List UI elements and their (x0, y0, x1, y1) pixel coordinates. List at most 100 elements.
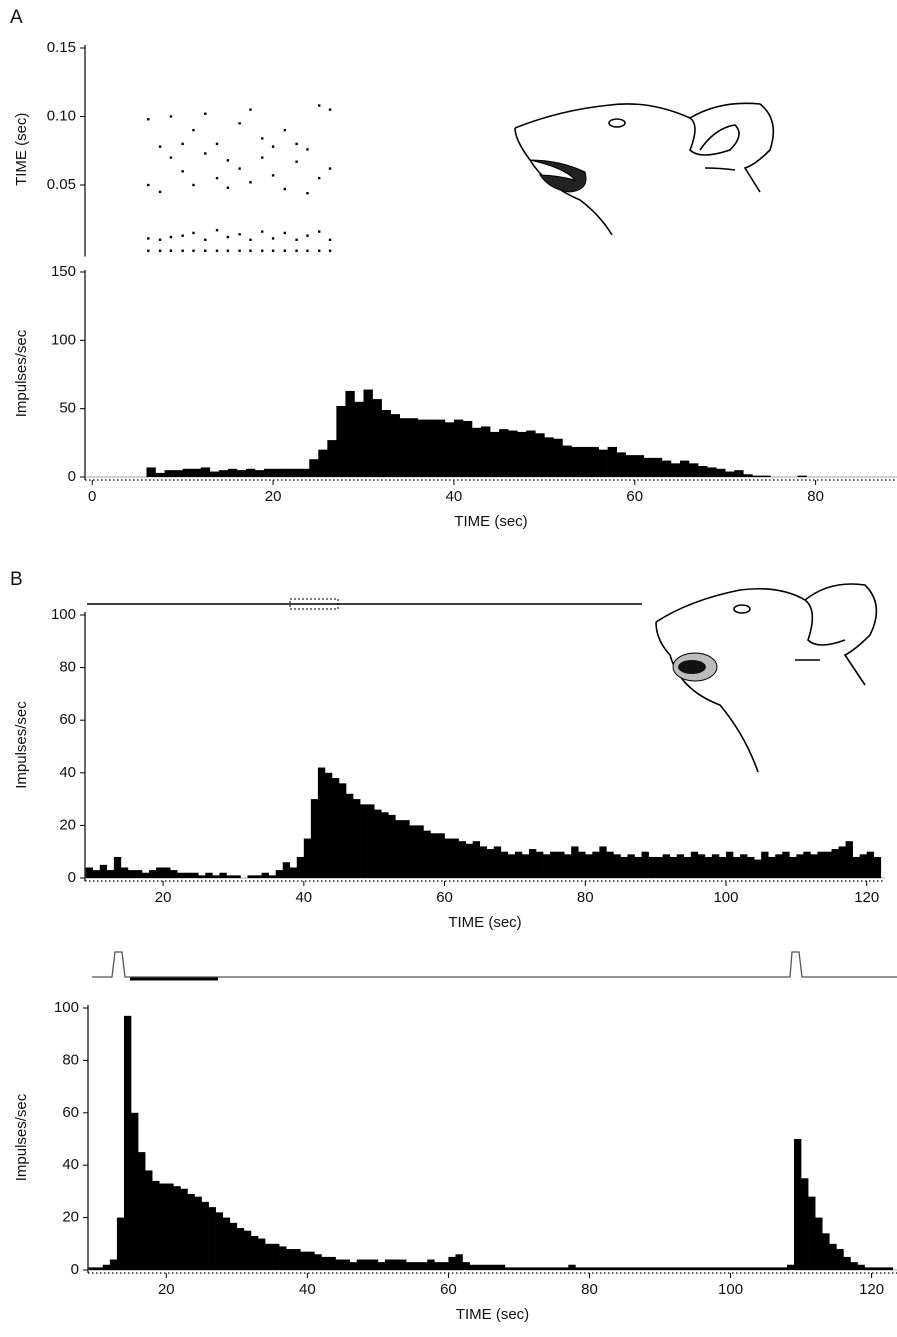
spike-dot (295, 249, 298, 252)
histogram-bar (796, 854, 804, 878)
histogram-bar (561, 1267, 569, 1270)
spike-dot (261, 137, 264, 140)
spike-dot (317, 104, 321, 107)
histogram-bar (528, 849, 537, 878)
histogram-bar (698, 466, 708, 477)
x-tick-label: 40 (446, 488, 463, 505)
histogram-bar (688, 1267, 696, 1270)
histogram-bar (272, 1243, 280, 1270)
histogram-bar (836, 1249, 844, 1270)
x-tick-label: 120 (854, 889, 879, 906)
histogram-bar (674, 1267, 682, 1270)
histogram-bar (564, 854, 572, 878)
histogram-bar (752, 475, 762, 477)
rat-drawing (655, 583, 878, 773)
spike-dot (295, 160, 298, 163)
histogram-bar (801, 1178, 809, 1270)
histogram-bar (775, 854, 783, 878)
histogram-bar (740, 854, 748, 878)
x-tick-label: 120 (859, 1281, 884, 1298)
x-tick-label: 100 (718, 1281, 743, 1298)
histogram-bar (648, 856, 656, 878)
histogram-bar (815, 1217, 823, 1270)
y-tick-label: 20 (62, 1209, 79, 1226)
spike-dot (306, 249, 309, 252)
histogram-bar (859, 854, 868, 878)
histogram-bar (374, 809, 382, 878)
histogram-bar (878, 1267, 887, 1270)
histogram-bar (381, 812, 389, 878)
spike-dot (249, 238, 252, 241)
histogram-bar (209, 471, 220, 477)
histogram-bar (367, 804, 375, 878)
histogram-bar (797, 475, 807, 477)
histogram-bar (451, 838, 459, 878)
histogram-bar (149, 870, 157, 878)
histogram-bar (625, 455, 636, 477)
histogram-bar (557, 851, 565, 878)
y-tick-label: 0.15 (47, 39, 76, 56)
histogram-bar (634, 856, 642, 878)
histogram-bar (761, 851, 769, 878)
histogram-bar (417, 419, 428, 477)
histogram-bar (718, 856, 727, 878)
histogram-bar (864, 1267, 872, 1270)
spike-dot (169, 156, 173, 159)
spike-dot (215, 176, 219, 180)
histogram-bar (261, 872, 269, 878)
y-axis-label: Impulses/sec (13, 1093, 30, 1181)
histogram-bar (92, 870, 101, 878)
histogram-bar (360, 804, 368, 878)
spike-dot (147, 118, 150, 121)
x-tick-label: 80 (577, 889, 594, 906)
y-tick-label: 100 (51, 606, 76, 623)
histogram-bar (116, 1217, 125, 1270)
spike-dot (238, 122, 241, 125)
y-tick-label: 0 (68, 468, 76, 485)
histogram-bar (173, 1186, 181, 1270)
histogram-bar (166, 1183, 174, 1270)
spike-dot (158, 249, 162, 252)
histogram-bar (808, 1196, 816, 1270)
histogram-bar (99, 864, 108, 878)
histogram-bar (413, 1262, 421, 1270)
x-axis-label: TIME (sec) (454, 513, 527, 530)
histogram-bar (689, 463, 699, 477)
spike-dot (295, 142, 298, 146)
histogram-bar (257, 1238, 266, 1270)
histogram-bar (208, 1207, 216, 1270)
histogram-bar (652, 1267, 661, 1270)
histogram-bar (328, 1256, 336, 1270)
histogram-bar (490, 1264, 499, 1270)
histogram-bar (507, 854, 516, 878)
histogram-bar (843, 1256, 851, 1270)
histogram-bar (514, 851, 523, 878)
histogram-bar (592, 851, 600, 878)
histogram-bar (483, 1264, 492, 1270)
histogram-bar (754, 859, 762, 878)
histogram-bar (493, 846, 502, 878)
histogram-bar (318, 449, 328, 477)
x-tick-label: 60 (626, 488, 643, 505)
histogram-bar (218, 470, 229, 477)
histogram-bar (363, 389, 373, 477)
histogram-bar (613, 854, 621, 878)
histogram-bar (462, 420, 473, 477)
histogram-bar (156, 867, 164, 878)
spike-dot (283, 231, 287, 235)
histogram-bar (526, 430, 536, 477)
histogram-bar (264, 468, 274, 477)
histogram-bar (697, 854, 706, 878)
histogram-bar (423, 830, 431, 878)
spike-dot (181, 234, 184, 237)
histogram-bar (838, 846, 846, 878)
histogram-bar (310, 799, 319, 878)
histogram-bar (131, 1112, 139, 1270)
y-tick-label: 0 (71, 1261, 79, 1278)
histogram-bar (435, 419, 446, 477)
histogram-bar (638, 1267, 647, 1270)
y-axis-label: TIME (sec) (13, 113, 30, 186)
histogram-bar (416, 825, 424, 878)
spike-dot (295, 238, 298, 241)
